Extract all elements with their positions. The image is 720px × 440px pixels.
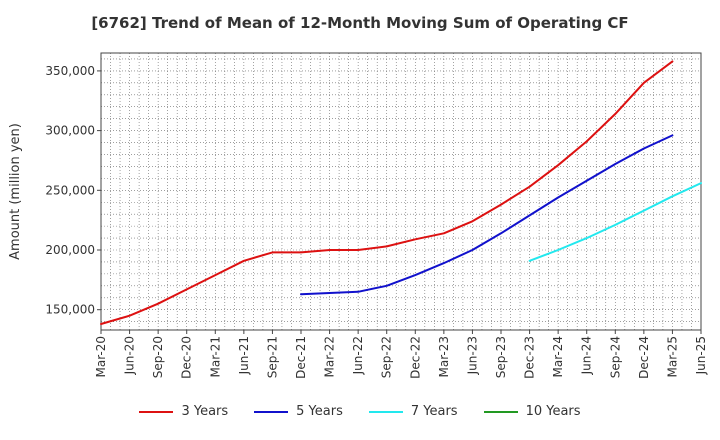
x-tick-label: Sep-22	[380, 336, 394, 378]
y-axis-title: Amount (million yen)	[8, 123, 23, 260]
x-tick-label: Mar-22	[323, 336, 337, 377]
legend-label-10-years: 10 Years	[525, 404, 581, 419]
y-tick-label: 300,000	[45, 124, 95, 138]
x-tick-label: Jun-22	[351, 336, 365, 375]
plot-area	[101, 53, 701, 330]
x-tick-label: Mar-25	[665, 336, 679, 377]
x-tick-label: Mar-24	[551, 336, 565, 377]
x-tick-label: Sep-21	[265, 336, 279, 378]
x-tick-label: Sep-20	[151, 336, 165, 378]
x-tick-label: Sep-24	[608, 336, 622, 378]
x-tick-label: Jun-25	[694, 336, 708, 375]
series-line-5-years	[300, 134, 674, 296]
series-line-7-years	[528, 182, 702, 262]
series-line-3-years	[100, 60, 674, 325]
plot-frame	[100, 52, 702, 331]
x-tick-label: Jun-21	[237, 336, 251, 375]
chart-legend: 3 Years 5 Years 7 Years 10 Years	[0, 404, 720, 419]
y-tick-label: 200,000	[45, 243, 95, 257]
x-tick-label: Jun-20	[123, 336, 137, 375]
legend-item-7-years: 7 Years	[368, 404, 458, 419]
legend-item-5-years: 5 Years	[254, 404, 343, 419]
x-tick-label: Dec-21	[294, 336, 308, 379]
y-tick-label: 350,000	[45, 64, 95, 78]
chart-title: [6762] Trend of Mean of 12-Month Moving …	[91, 14, 629, 32]
legend-item-10-years: 10 Years	[483, 404, 581, 419]
x-tick-label: Dec-22	[408, 336, 422, 379]
x-tick-label: Mar-20	[94, 336, 108, 377]
x-tick-label: Jun-24	[580, 336, 594, 375]
legend-item-3-years: 3 Years	[139, 404, 228, 419]
legend-swatch-3-years	[139, 410, 174, 413]
x-tick-label: Mar-21	[208, 336, 222, 377]
x-tick-label: Mar-23	[437, 336, 451, 377]
legend-label-7-years: 7 Years	[410, 404, 458, 419]
x-tick-label: Sep-23	[494, 336, 508, 378]
x-tick-label: Jun-23	[465, 336, 479, 375]
y-tick-label: 250,000	[45, 183, 95, 197]
x-tick-label: Dec-24	[637, 336, 651, 379]
legend-swatch-10-years	[483, 410, 518, 413]
x-tick-label: Dec-23	[523, 336, 537, 379]
legend-label-5-years: 5 Years	[296, 404, 343, 419]
x-tick-label: Dec-20	[180, 336, 194, 379]
legend-label-3-years: 3 Years	[181, 404, 229, 419]
legend-swatch-5-years	[254, 410, 289, 413]
y-tick-label: 150,000	[45, 303, 95, 317]
legend-swatch-7-years	[368, 410, 403, 413]
